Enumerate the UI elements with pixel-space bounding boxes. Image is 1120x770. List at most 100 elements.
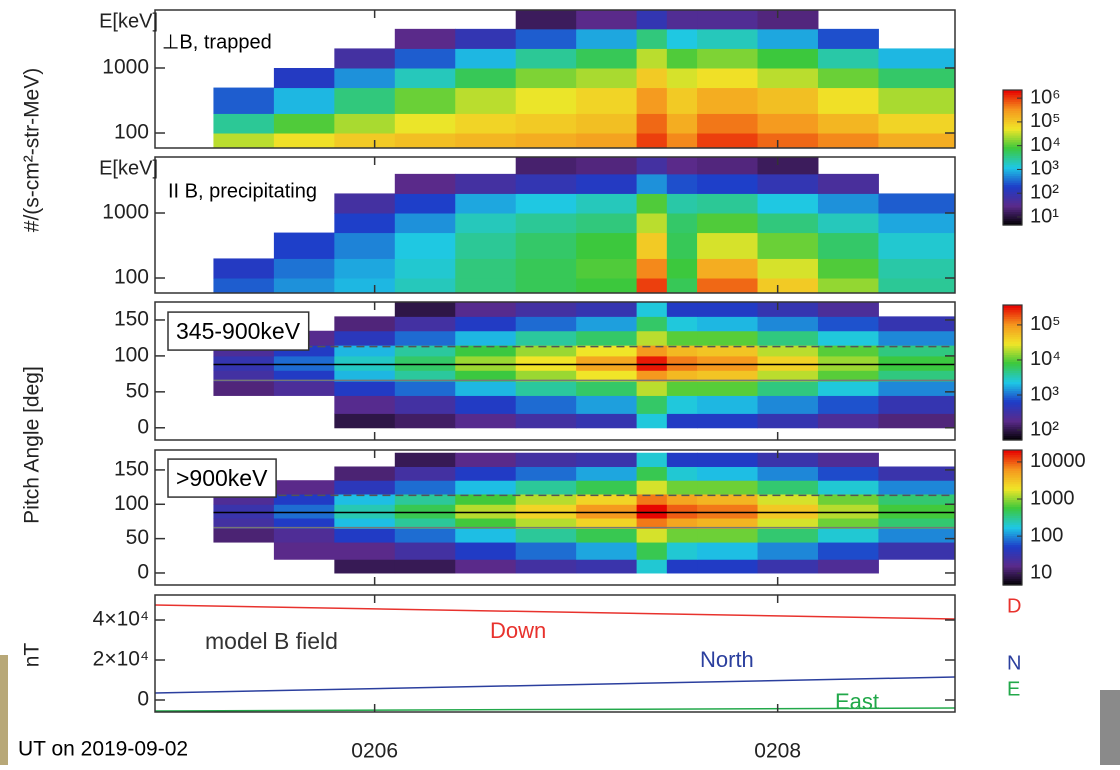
heatmap-cell: [455, 316, 517, 332]
heatmap-cell: [576, 559, 638, 574]
colorbar-swatch: [1003, 522, 1022, 525]
colorbar-swatch: [1003, 562, 1022, 566]
colorbar-swatch: [1003, 474, 1022, 478]
y-tick-label: 0: [137, 688, 149, 711]
heatmap-cell: [515, 258, 577, 279]
heatmap-cell: [576, 528, 638, 543]
colorbar-swatch: [1003, 198, 1022, 201]
colorbar-swatch: [1003, 141, 1022, 145]
colorbar-swatch: [1003, 150, 1022, 154]
heatmap-cell: [576, 480, 638, 495]
colorbar-swatch: [1003, 465, 1022, 469]
heatmap-cell: [334, 258, 396, 279]
heatmap-cell: [757, 193, 819, 214]
heatmap-cell: [576, 355, 638, 371]
colorbar-swatch: [1003, 363, 1022, 367]
heatmap-cell: [636, 466, 668, 481]
colorbar-swatch: [1003, 361, 1022, 365]
heatmap-cell: [394, 28, 456, 49]
heatmap-cell: [757, 370, 819, 382]
heatmap-cell: [576, 87, 638, 114]
colorbar-swatch: [1003, 193, 1022, 197]
heatmap-cell: [757, 67, 819, 89]
heatmap-cell: [213, 370, 275, 382]
heatmap-cell: [666, 355, 698, 371]
heatmap-cell: [576, 302, 638, 317]
heatmap-cell: [394, 258, 456, 279]
colorbar-swatch: [1003, 497, 1022, 501]
heatmap-cell: [757, 28, 819, 49]
heatmap-cell: [697, 213, 759, 234]
colorbar-swatch: [1003, 510, 1022, 514]
panel-frame: [154, 9, 956, 149]
heatmap-cell: [213, 493, 275, 505]
colorbar-tick-label: 10³: [1030, 383, 1059, 405]
heatmap-cell: [636, 452, 668, 467]
colorbar-swatch: [1003, 531, 1022, 534]
colorbar-swatch: [1003, 504, 1022, 507]
colorbar-swatch: [1003, 454, 1022, 458]
heatmap-cell: [636, 173, 668, 194]
heatmap-cell: [697, 133, 759, 148]
heatmap-cell: [757, 316, 819, 332]
heatmap-cell: [757, 87, 819, 114]
heatmap-cell: [455, 381, 517, 396]
heatmap-cell: [455, 528, 517, 543]
colorbar-swatch: [1003, 506, 1022, 510]
colorbar-frame: [1002, 304, 1023, 441]
colorbar-swatch: [1003, 105, 1022, 109]
heatmap-cell: [273, 278, 335, 293]
heatmap-cell: [878, 493, 955, 505]
colorbar-swatch: [1003, 155, 1022, 159]
colorbar-swatch: [1003, 356, 1022, 360]
heatmap-cell: [213, 258, 275, 279]
heatmap-cell: [878, 381, 955, 396]
heatmap-cell: [515, 232, 577, 259]
colorbar-swatch: [1003, 392, 1022, 396]
panel: Down D North N East E 0 2×10⁴ 4×10⁴ 0206 0208 nT mod…: [21, 594, 1021, 763]
colorbar-swatch: [1003, 171, 1022, 174]
heatmap-cell: [273, 87, 335, 114]
heatmap-cell: [273, 258, 335, 279]
heatmap-cell: [394, 528, 456, 543]
heatmap-cell: [334, 542, 396, 560]
heatmap-cell: [455, 345, 517, 357]
colorbar-swatch: [1003, 383, 1022, 387]
heatmap-cell: [394, 87, 456, 114]
colorbar-swatch: [1003, 472, 1022, 476]
colorbar-swatch: [1003, 546, 1022, 550]
heatmap-cell: [636, 518, 668, 529]
y-tick-label: 100: [114, 343, 149, 366]
heatmap-cell: [576, 28, 638, 49]
colorbar-swatch: [1003, 576, 1022, 579]
heatmap-cell: [334, 213, 396, 234]
heatmap-cell: [878, 232, 955, 259]
heatmap-cell: [455, 355, 517, 371]
colorbar-swatch: [1003, 381, 1022, 385]
y-tick-label: 100: [114, 266, 149, 289]
colorbar-tick-label: 1000: [1030, 487, 1075, 509]
colorbar-swatch: [1003, 220, 1022, 224]
heatmap-cell: [817, 278, 879, 293]
heatmap-cell: [878, 504, 955, 519]
colorbar-swatch: [1003, 213, 1022, 217]
heatmap-cell: [334, 355, 396, 371]
colorbar-swatch: [1003, 96, 1022, 100]
heatmap-cell: [273, 113, 335, 134]
heatmap-cell: [515, 452, 577, 467]
heatmap-cell: [666, 452, 698, 467]
heatmap-cell: [515, 278, 577, 293]
series-line: [155, 604, 955, 620]
heatmap-cell: [817, 413, 879, 429]
heatmap-cell: [273, 232, 335, 259]
heatmap-cell: [697, 48, 759, 69]
heatmap-cell: [273, 381, 335, 396]
heatmap-cell: [515, 193, 577, 214]
heatmap-cell: [817, 559, 879, 574]
heatmap-cell: [515, 466, 577, 481]
colorbar-swatch: [1003, 108, 1022, 111]
colorbar-swatch: [1003, 311, 1022, 315]
heatmap-cell: [394, 113, 456, 134]
heatmap-cell: [515, 493, 577, 505]
heatmap-cell: [878, 466, 955, 481]
